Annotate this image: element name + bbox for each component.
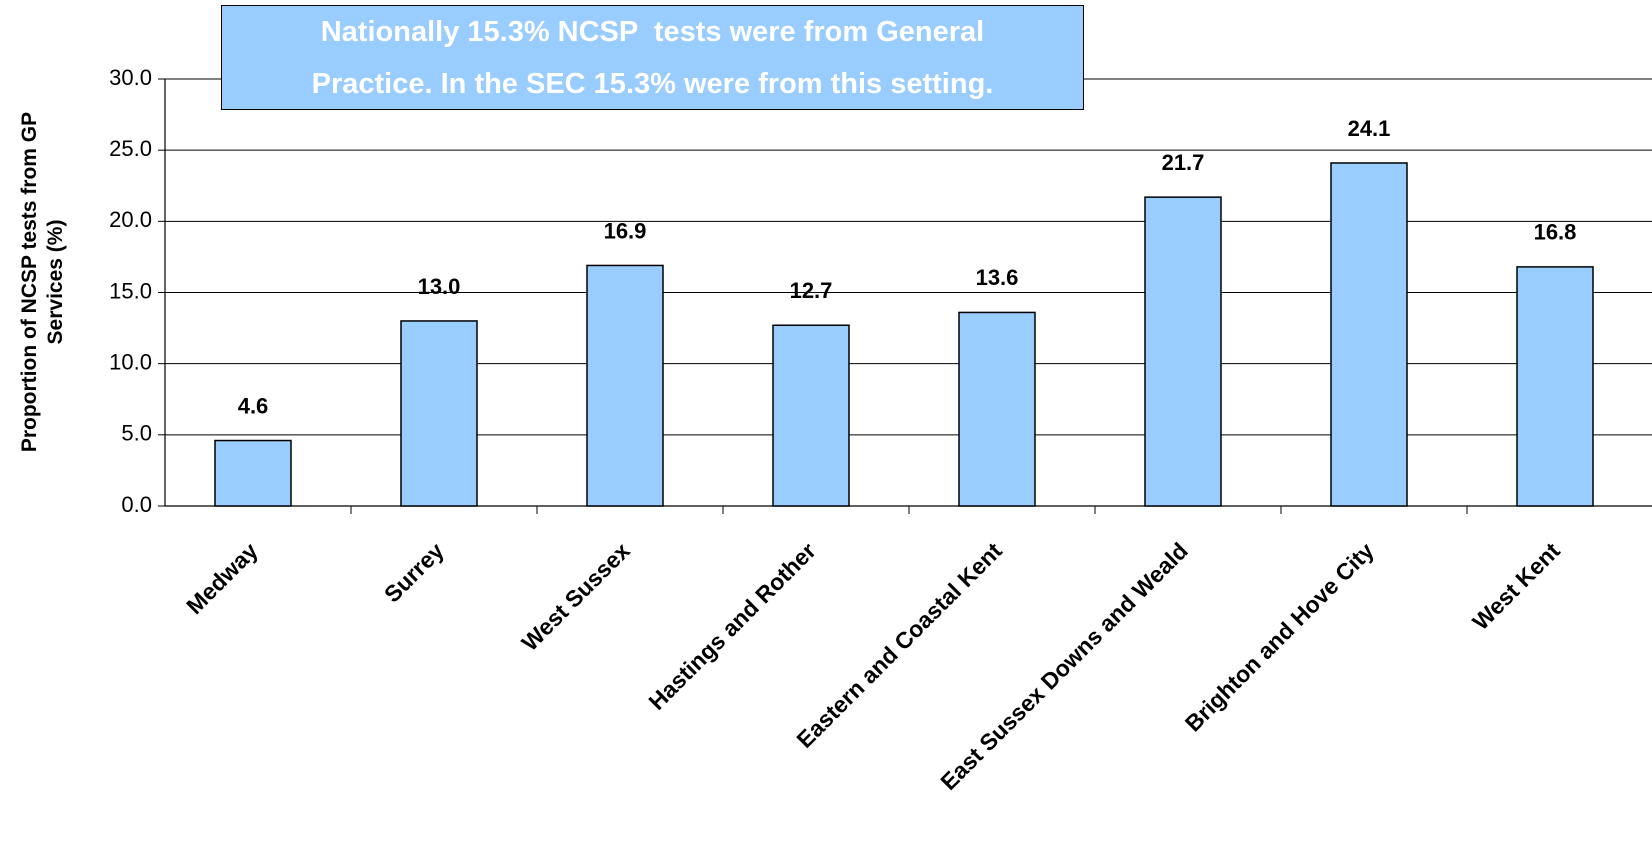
x-tick-label: Hastings and Rother bbox=[643, 537, 820, 714]
bar bbox=[400, 320, 478, 507]
x-tick-label: Eastern and Coastal Kent bbox=[791, 537, 1007, 753]
y-tick-label: 5.0 bbox=[121, 421, 152, 446]
data-label: 16.8 bbox=[1534, 220, 1577, 245]
bar bbox=[1144, 196, 1222, 507]
x-tick-label: West Kent bbox=[1467, 537, 1565, 635]
annotation: Nationally 15.3% NCSP tests were from Ge… bbox=[221, 5, 1084, 110]
data-label: 24.1 bbox=[1348, 116, 1391, 141]
bar bbox=[586, 264, 664, 507]
data-label: 13.0 bbox=[418, 274, 461, 299]
bar bbox=[772, 324, 850, 507]
y-tick-label: 25.0 bbox=[109, 136, 152, 161]
data-label: 13.6 bbox=[976, 265, 1019, 290]
y-tick-label: 15.0 bbox=[109, 278, 152, 303]
bar bbox=[1330, 162, 1408, 507]
x-tick-label: Brighton and Hove City bbox=[1180, 537, 1379, 736]
data-label: 4.6 bbox=[238, 393, 269, 418]
data-label: 16.9 bbox=[604, 218, 647, 243]
y-tick-label: 10.0 bbox=[109, 349, 152, 374]
bar bbox=[1516, 266, 1594, 507]
y-tick-label: 30.0 bbox=[109, 65, 152, 90]
x-tick-label: Surrey bbox=[379, 537, 449, 607]
x-tick-label: Medway bbox=[181, 537, 263, 619]
bar bbox=[214, 439, 292, 507]
data-label: 21.7 bbox=[1162, 150, 1205, 175]
y-axis-label: Proportion of NCSP tests from GP Service… bbox=[18, 111, 67, 453]
x-tick-label: West Sussex bbox=[516, 537, 635, 656]
y-tick-label: 20.0 bbox=[109, 207, 152, 232]
data-label: 12.7 bbox=[790, 278, 833, 303]
y-tick-label: 0.0 bbox=[121, 492, 152, 517]
bar bbox=[958, 311, 1036, 507]
